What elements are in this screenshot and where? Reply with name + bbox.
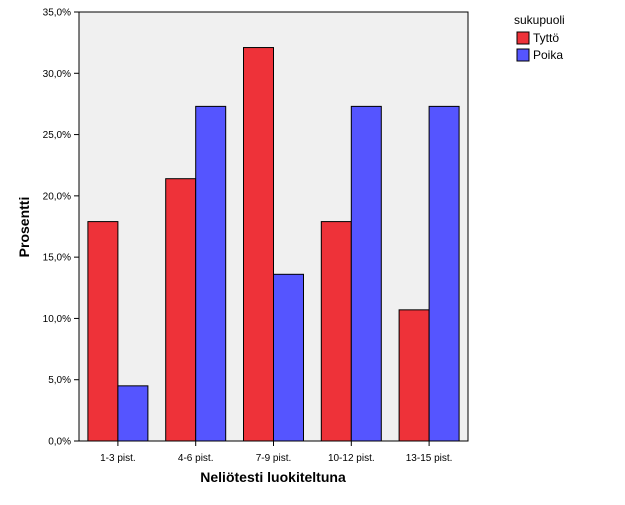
x-axis-title: Neliötesti luokiteltuna bbox=[200, 469, 346, 485]
legend-swatch-poika bbox=[516, 48, 530, 62]
bar-poika-4 bbox=[350, 105, 382, 442]
plot-area bbox=[78, 11, 469, 442]
y-tick-label: 20,0% bbox=[43, 191, 71, 202]
bar-poika-5 bbox=[428, 105, 460, 442]
x-tick-label: 10-12 pist. bbox=[328, 453, 375, 464]
legend-label-tyttö: Tyttö bbox=[533, 31, 559, 45]
bar-tyttö-3 bbox=[243, 47, 274, 442]
x-tick-label: 13-15 pist. bbox=[406, 453, 453, 464]
y-tick-label: 30,0% bbox=[43, 69, 71, 80]
axes: 0,0% 5,0% 10,0% 15,0% 20,0% 25,0% 30,0% 35,0% 1-… bbox=[43, 8, 456, 464]
y-tick-label: 10,0% bbox=[43, 314, 71, 325]
bar-poika-2 bbox=[195, 105, 227, 442]
legend-title: sukupuoli bbox=[514, 13, 565, 27]
x-tick-label: 4-6 pist. bbox=[178, 453, 214, 464]
y-tick-label: 25,0% bbox=[43, 130, 71, 141]
y-tick-label: 5,0% bbox=[48, 375, 71, 386]
bar-poika-1 bbox=[117, 385, 149, 442]
legend-swatch-tyttö bbox=[516, 31, 530, 45]
y-tick-label: 35,0% bbox=[43, 8, 71, 19]
y-tick-label: 0,0% bbox=[48, 437, 71, 448]
x-tick-label: 7-9 pist. bbox=[256, 453, 292, 464]
bar-tyttö-4 bbox=[320, 221, 352, 442]
y-axis-title: Prosentti bbox=[16, 197, 32, 258]
bar-tyttö-1 bbox=[87, 221, 119, 442]
bar-poika-3 bbox=[273, 273, 304, 442]
y-tick-label: 15,0% bbox=[43, 253, 71, 264]
x-tick-label: 1-3 pist. bbox=[100, 453, 136, 464]
legend: sukupuoli Tyttö Poika bbox=[514, 13, 565, 62]
legend-label-poika: Poika bbox=[533, 48, 563, 62]
bar-tyttö-5 bbox=[398, 309, 430, 442]
bar-tyttö-2 bbox=[165, 178, 197, 442]
